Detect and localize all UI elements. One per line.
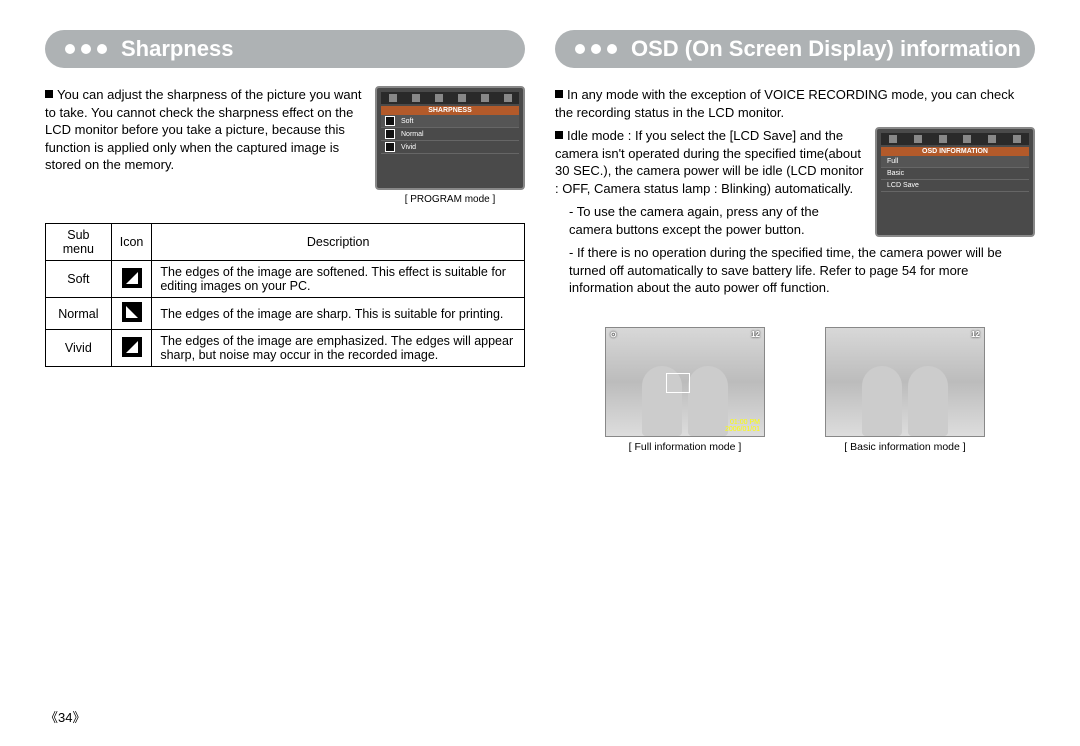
osd-banner: OSD (On Screen Display) information xyxy=(555,30,1035,68)
cell-name: Normal xyxy=(46,298,112,330)
table-row: Soft The edges of the image are softened… xyxy=(46,261,525,298)
lcd-caption: [ PROGRAM mode ] xyxy=(375,194,525,205)
sharpness-lcd-wrap: SHARPNESS Soft Normal Vivid [ PROGRAM mo… xyxy=(375,86,525,205)
right-column: OSD (On Screen Display) information In a… xyxy=(555,30,1035,453)
lcd-row-vivid: Vivid xyxy=(381,141,519,154)
soft-icon xyxy=(385,116,395,126)
cell-desc: The edges of the image are emphasized. T… xyxy=(152,330,525,367)
left-column: Sharpness You can adjust the sharpness o… xyxy=(45,30,525,453)
square-bullet-icon xyxy=(555,131,563,139)
th-description: Description xyxy=(152,224,525,261)
osd-dash2: - If there is no operation during the sp… xyxy=(555,244,1035,297)
sharp-vivid-icon xyxy=(122,337,142,357)
photo-full-unit: ⊙ 12 01:00 PM 2006/01/01 [ Full informat… xyxy=(605,327,765,453)
cell-name: Soft xyxy=(46,261,112,298)
th-submenu: Sub menu xyxy=(46,224,112,261)
osd-top-icons xyxy=(881,133,1029,145)
photo-basic-unit: 12 [ Basic information mode ] xyxy=(825,327,985,453)
photo-row: ⊙ 12 01:00 PM 2006/01/01 [ Full informat… xyxy=(555,327,1035,453)
osd-p1: In any mode with the exception of VOICE … xyxy=(555,86,1035,121)
cell-icon xyxy=(111,330,152,367)
overlay-top-left: ⊙ xyxy=(610,330,617,339)
focus-frame-icon xyxy=(666,373,690,393)
th-icon: Icon xyxy=(111,224,152,261)
sharpness-table: Sub menu Icon Description Soft The edges… xyxy=(45,223,525,367)
overlay-top-right: 12 xyxy=(971,330,980,339)
lcd-row-normal: Normal xyxy=(381,128,519,141)
vivid-icon xyxy=(385,142,395,152)
osd-p2: Idle mode : If you select the [LCD Save]… xyxy=(555,127,865,197)
photo-full: ⊙ 12 01:00 PM 2006/01/01 xyxy=(605,327,765,437)
banner-dots xyxy=(65,44,107,54)
cell-icon xyxy=(111,298,152,330)
table-row: Normal The edges of the image are sharp.… xyxy=(46,298,525,330)
photo-basic: 12 xyxy=(825,327,985,437)
overlay-bottom: 01:00 PM 2006/01/01 xyxy=(725,419,760,434)
cell-name: Vivid xyxy=(46,330,112,367)
sharp-soft-icon xyxy=(122,268,142,288)
osd-dash1: - To use the camera again, press any of … xyxy=(555,203,865,238)
sharpness-banner: Sharpness xyxy=(45,30,525,68)
banner-dots xyxy=(575,44,617,54)
osd-lcd: OSD INFORMATION Full Basic LCD Save xyxy=(875,127,1035,237)
square-bullet-icon xyxy=(45,90,53,98)
osd-row-full: Full xyxy=(881,156,1029,168)
osd-lcd-header: OSD INFORMATION xyxy=(881,147,1029,156)
photo-basic-caption: [ Basic information mode ] xyxy=(825,441,985,453)
table-row: Vivid The edges of the image are emphasi… xyxy=(46,330,525,367)
overlay-top-right: 12 xyxy=(751,330,760,339)
sharp-normal-icon xyxy=(122,302,142,322)
square-bullet-icon xyxy=(555,90,563,98)
sharpness-intro-text: You can adjust the sharpness of the pict… xyxy=(45,87,362,172)
lcd-top-icons xyxy=(381,92,519,104)
sharpness-title: Sharpness xyxy=(121,36,234,62)
osd-row-basic: Basic xyxy=(881,168,1029,180)
normal-icon xyxy=(385,129,395,139)
osd-title: OSD (On Screen Display) information xyxy=(631,36,1021,62)
sharpness-intro: You can adjust the sharpness of the pict… xyxy=(45,86,363,174)
cell-desc: The edges of the image are sharp. This i… xyxy=(152,298,525,330)
cell-icon xyxy=(111,261,152,298)
table-header-row: Sub menu Icon Description xyxy=(46,224,525,261)
lcd-header: SHARPNESS xyxy=(381,106,519,115)
lcd-row-soft: Soft xyxy=(381,115,519,128)
osd-row-lcdsave: LCD Save xyxy=(881,180,1029,192)
cell-desc: The edges of the image are softened. Thi… xyxy=(152,261,525,298)
photo-full-caption: [ Full information mode ] xyxy=(605,441,765,453)
sharpness-lcd: SHARPNESS Soft Normal Vivid xyxy=(375,86,525,190)
page-number: 《34》 xyxy=(45,707,85,726)
